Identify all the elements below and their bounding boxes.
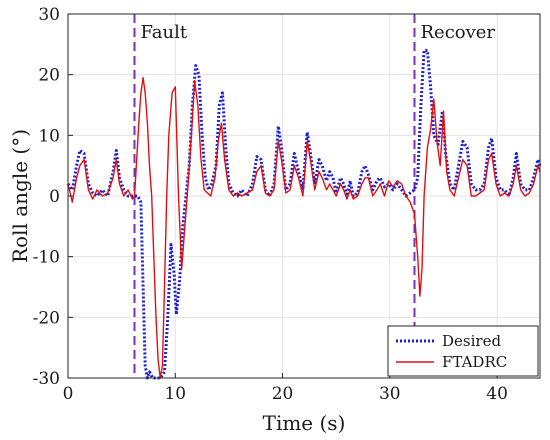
y-tick-label: -20 [33,308,60,328]
y-tick-label: -30 [33,369,60,389]
ticks: 0 10 20 30 40 -30 -20 -10 0 10 20 30 [33,5,508,404]
y-tick-label: -10 [33,248,60,268]
x-tick-label: 20 [272,384,294,404]
legend: Desired FTADRC [387,325,539,377]
series-group [66,48,542,380]
y-tick-label: 30 [38,5,60,25]
y-tick-label: 10 [38,126,60,146]
legend-label-ftadrc: FTADRC [442,353,507,371]
x-axis-label: Time (s) [263,411,346,435]
legend-box [387,325,539,377]
annotations: Fault Recover [141,22,496,43]
y-tick-label: 0 [49,187,60,207]
series-line-ftadrc [67,77,541,379]
legend-label-desired: Desired [442,332,501,350]
y-axis-label: Roll angle (°) [8,129,32,263]
y-tick-label: 20 [38,66,60,86]
x-tick-label: 30 [379,384,401,404]
x-tick-label: 10 [164,384,186,404]
x-tick-label: 0 [63,384,74,404]
grid [67,13,540,379]
x-tick-label: 40 [486,384,508,404]
series-line-desired [66,48,542,380]
annotation-label: Recover [420,22,495,43]
annotation-label: Fault [141,22,188,43]
